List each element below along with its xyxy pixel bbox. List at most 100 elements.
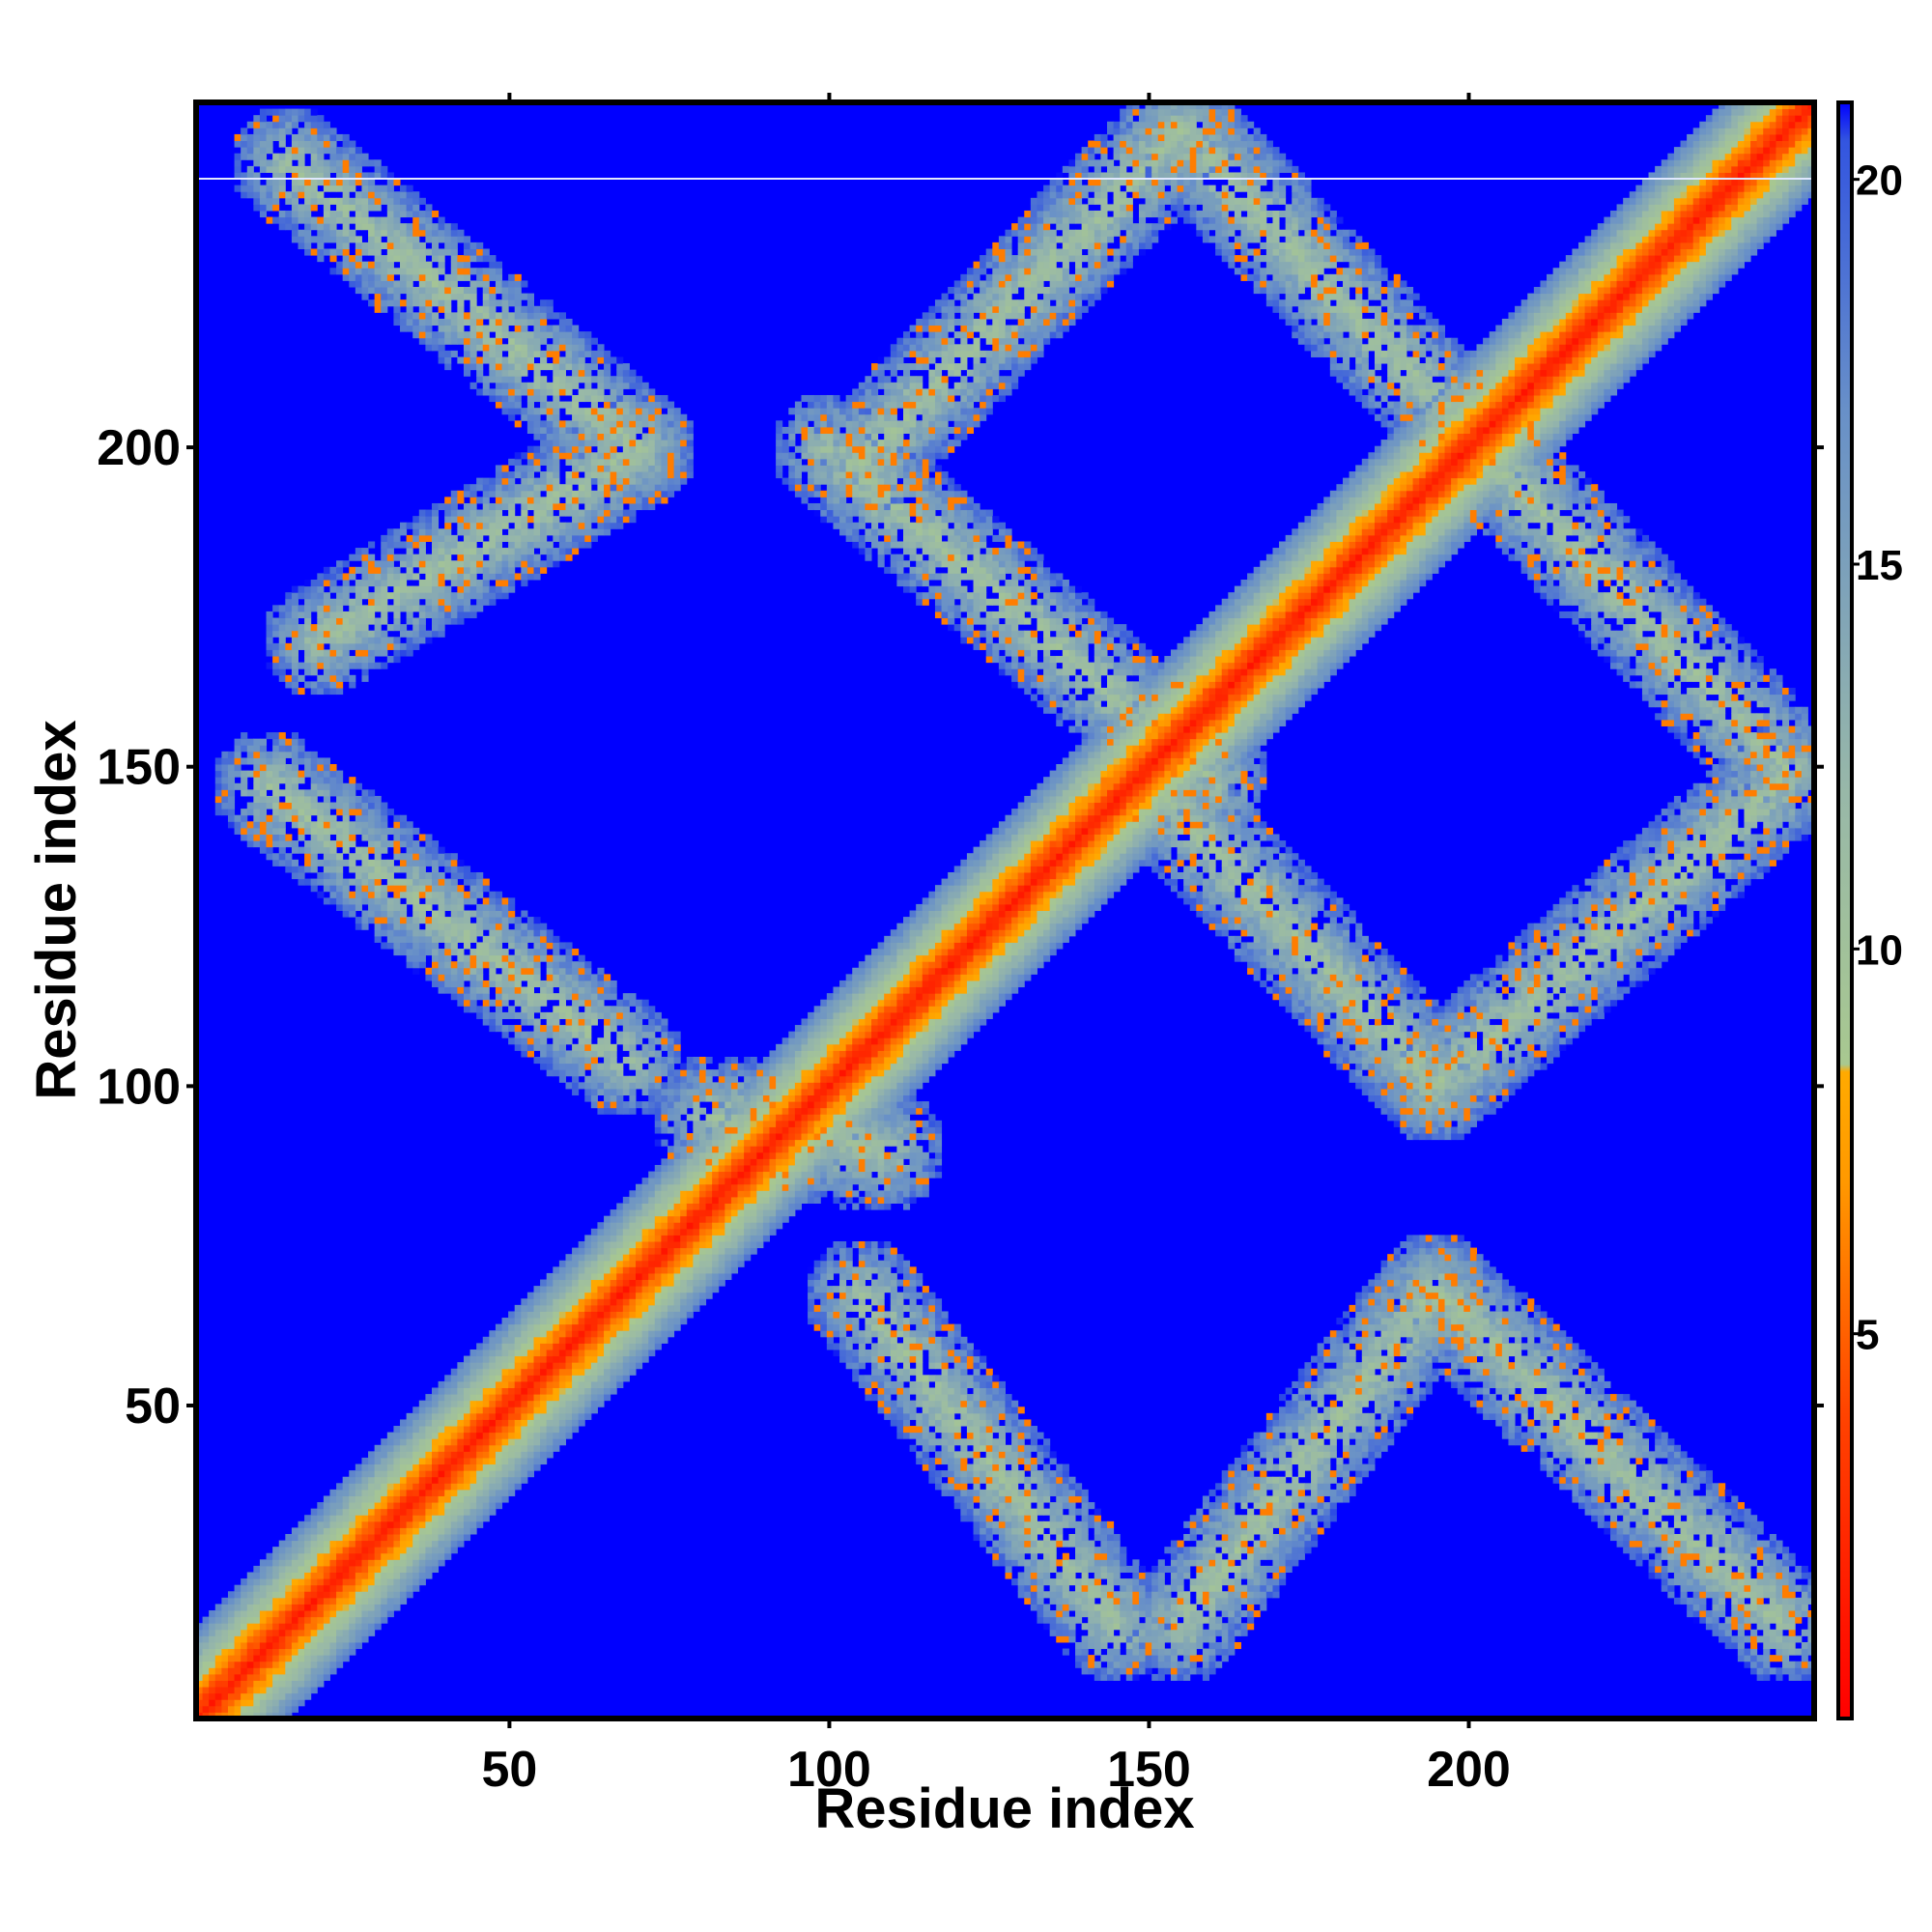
heatmap-cell (432, 1394, 439, 1401)
heatmap-cell (343, 643, 350, 650)
heatmap-cell (343, 1585, 350, 1592)
heatmap-cell (476, 510, 483, 517)
heatmap-cell (267, 1655, 273, 1662)
heatmap-cell (527, 548, 534, 554)
heatmap-cell (496, 1477, 502, 1484)
heatmap-cell (515, 955, 522, 962)
heatmap-cell (476, 567, 483, 574)
heatmap-cell (304, 789, 311, 796)
heatmap-cell (579, 955, 585, 962)
heatmap-cell (412, 217, 419, 224)
heatmap-cell (368, 248, 375, 255)
heatmap-cell (496, 1483, 502, 1490)
heatmap-cell (565, 478, 572, 485)
heatmap-cell (349, 904, 355, 911)
heatmap-cell (553, 1388, 559, 1395)
heatmap-cell (470, 280, 477, 287)
heatmap-cell (470, 351, 477, 357)
heatmap-cell (317, 586, 324, 593)
heatmap-cell (451, 1483, 458, 1490)
heatmap-cell (272, 1585, 279, 1592)
heatmap-cell (502, 280, 509, 287)
heatmap-cell (540, 1305, 547, 1312)
heatmap-cell (470, 923, 477, 930)
heatmap-cell (470, 879, 477, 886)
heatmap-cell (317, 1680, 324, 1687)
heatmap-cell (387, 1598, 394, 1605)
heatmap-cell (361, 897, 368, 904)
heatmap-cell (457, 554, 464, 561)
heatmap-cell (361, 1573, 368, 1579)
heatmap-cell (304, 840, 311, 847)
heatmap-cell (464, 319, 470, 326)
heatmap-cell (470, 1445, 477, 1452)
heatmap-cell (489, 554, 496, 561)
heatmap-cell (489, 395, 496, 402)
heatmap-cell (311, 656, 318, 663)
heatmap-cell (228, 1617, 235, 1624)
heatmap-cell (355, 204, 362, 211)
heatmap-cell (317, 1623, 324, 1630)
heatmap-cell (400, 230, 407, 237)
heatmap-cell (432, 624, 439, 631)
heatmap-cell (476, 1515, 483, 1521)
heatmap-cell (419, 624, 426, 631)
heatmap-cell (419, 1426, 426, 1433)
heatmap-cell (464, 923, 470, 930)
heatmap-cell (457, 897, 464, 904)
heatmap-cell (311, 1667, 318, 1674)
heatmap-cell (304, 1693, 311, 1700)
heatmap-cell (432, 1438, 439, 1445)
heatmap-cell (419, 618, 426, 625)
heatmap-cell (597, 1229, 604, 1236)
heatmap-cell (432, 631, 439, 638)
heatmap-cell (496, 1362, 502, 1369)
heatmap-cell (393, 528, 400, 535)
heatmap-cell (272, 668, 279, 675)
heatmap-cell (317, 809, 324, 815)
heatmap-cell (451, 255, 458, 262)
heatmap-cell (572, 1369, 579, 1376)
heatmap-cell (483, 1464, 490, 1471)
heatmap-cell (247, 1598, 254, 1605)
heatmap-cell (375, 242, 382, 249)
heatmap-cell (400, 1509, 407, 1516)
heatmap-cell (279, 179, 286, 185)
heatmap-cell (298, 154, 305, 160)
heatmap-cell (432, 592, 439, 599)
heatmap-cell (407, 923, 413, 930)
heatmap-cell (253, 1649, 260, 1656)
heatmap-cell (597, 1330, 604, 1337)
heatmap-cell (565, 420, 572, 427)
heatmap-cell (393, 248, 400, 255)
heatmap-cell (457, 567, 464, 574)
heatmap-cell (381, 280, 387, 287)
heatmap-cell (451, 236, 458, 242)
heatmap-cell (489, 1350, 496, 1356)
heatmap-cell (489, 356, 496, 363)
heatmap-cell (502, 395, 509, 402)
heatmap-cell (329, 1495, 336, 1502)
heatmap-cell (381, 1495, 387, 1502)
heatmap-cell (611, 1381, 617, 1388)
heatmap-cell (235, 1604, 242, 1610)
heatmap-cell (572, 1050, 579, 1057)
heatmap-cell (559, 554, 566, 561)
heatmap-cell (343, 1559, 350, 1566)
heatmap-cell (393, 1509, 400, 1516)
heatmap-cell (375, 586, 382, 593)
heatmap-cell (336, 656, 343, 663)
heatmap-cell (451, 1515, 458, 1521)
heatmap-cell (304, 128, 311, 134)
heatmap-cell (565, 1293, 572, 1299)
heatmap-cell (527, 1401, 534, 1407)
heatmap-cell (591, 1000, 598, 1007)
heatmap-cell (381, 1617, 387, 1624)
heatmap-cell (343, 828, 350, 835)
heatmap-cell (317, 1591, 324, 1598)
heatmap-cell (407, 1559, 413, 1566)
heatmap-cell (432, 611, 439, 618)
heatmap-cell (584, 331, 591, 338)
heatmap-cell (285, 675, 292, 682)
heatmap-cell (540, 1000, 547, 1007)
